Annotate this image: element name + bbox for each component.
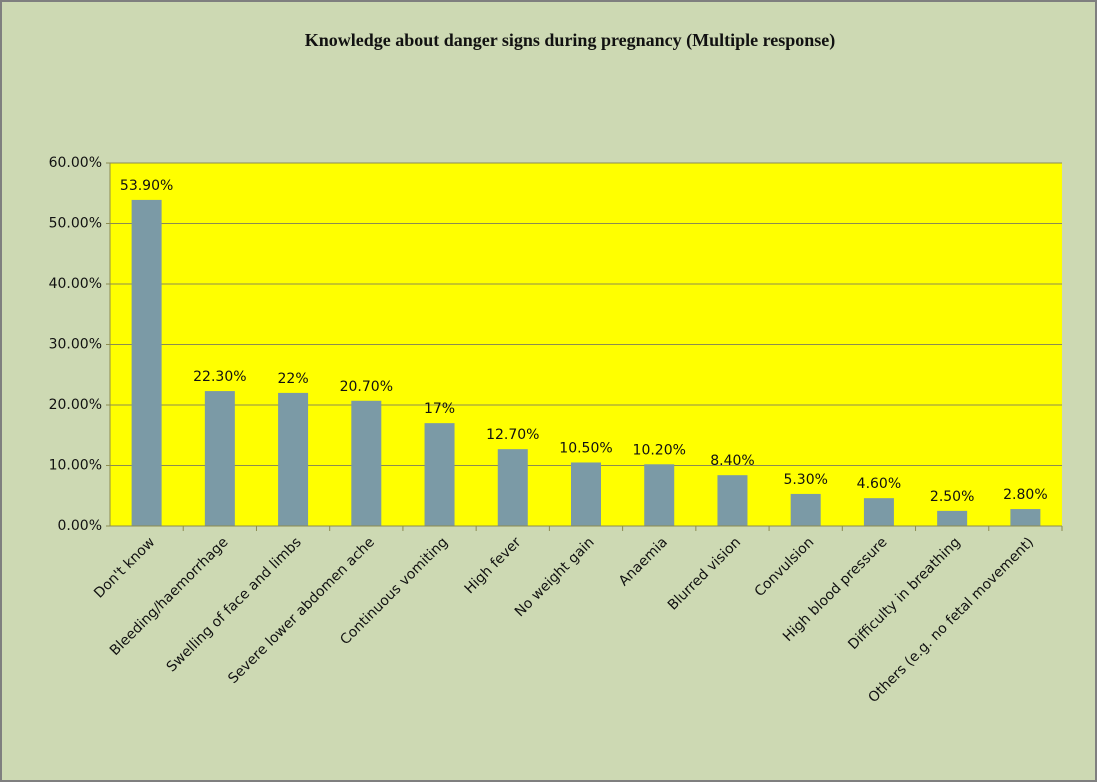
data-label: 22% — [278, 371, 309, 387]
data-label: 2.80% — [1003, 487, 1047, 503]
bar — [351, 400, 382, 526]
bar — [571, 462, 601, 526]
chart-title: Knowledge about danger signs during preg… — [305, 30, 836, 51]
data-label: 22.30% — [193, 369, 246, 385]
bar — [497, 449, 528, 526]
y-tick-label: 20.00% — [49, 397, 102, 413]
data-label: 10.20% — [633, 442, 686, 458]
bar — [644, 464, 675, 526]
bar — [131, 199, 162, 526]
data-label: 17% — [424, 401, 455, 417]
bar — [424, 423, 455, 526]
y-tick-label: 10.00% — [49, 458, 102, 474]
bar — [278, 392, 309, 526]
data-label: 5.30% — [783, 472, 827, 488]
data-label: 4.60% — [857, 476, 901, 492]
bar — [790, 493, 821, 526]
data-label: 8.40% — [710, 453, 754, 469]
bar — [204, 391, 235, 526]
bar — [937, 510, 968, 526]
bar — [1010, 509, 1041, 526]
y-tick-label: 50.00% — [49, 216, 102, 232]
bar — [863, 498, 894, 526]
y-tick-label: 60.00% — [49, 155, 102, 171]
y-tick-label: 30.00% — [49, 337, 102, 353]
bar — [717, 475, 748, 526]
data-label: 10.50% — [559, 440, 612, 456]
y-tick-label: 0.00% — [58, 518, 102, 534]
data-label: 20.70% — [340, 379, 393, 395]
data-label: 2.50% — [930, 489, 974, 505]
data-label: 12.70% — [486, 427, 539, 443]
data-label: 53.90% — [120, 178, 173, 194]
y-tick-label: 40.00% — [49, 276, 102, 292]
